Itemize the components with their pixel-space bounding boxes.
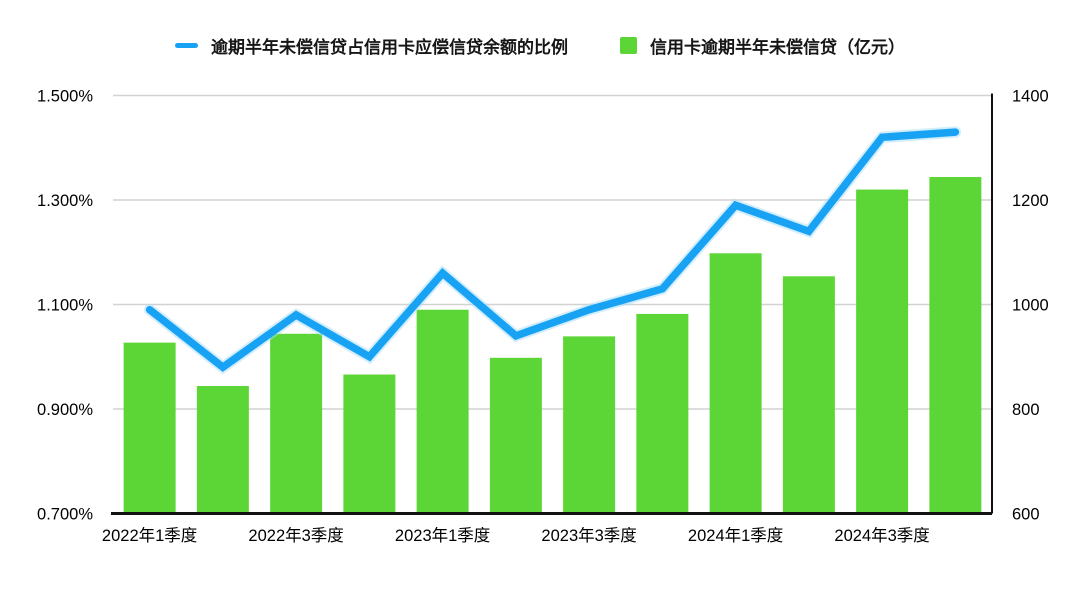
y-left-tick-label: 1.500% [37, 88, 93, 106]
bar [563, 336, 616, 514]
bar [270, 333, 323, 514]
y-right-tick-label: 1200 [1012, 192, 1049, 210]
y-left-tick-label: 1.300% [37, 192, 93, 210]
x-tick-label: 2024年3季度 [834, 526, 929, 545]
chart-legend: 逾期半年未偿信贷占信用卡应偿信贷余额的比例 信用卡逾期半年未偿信贷（亿元） [0, 33, 1080, 58]
y-right-tick-label: 600 [1012, 506, 1040, 524]
y-right-tick-label: 1000 [1012, 297, 1049, 315]
x-tick-label: 2023年1季度 [395, 526, 490, 545]
bar [636, 313, 689, 514]
bar [416, 309, 469, 514]
line-series-marker-icon [175, 43, 198, 48]
bar [196, 386, 249, 514]
legend-item-ratio-line: 逾期半年未偿信贷占信用卡应偿信贷余额的比例 [175, 33, 568, 58]
bar [343, 374, 396, 514]
bar [929, 177, 982, 514]
y-right-tick-label: 800 [1012, 401, 1040, 419]
y-right-tick-label: 1400 [1012, 88, 1049, 106]
bar [782, 276, 835, 514]
bar [123, 342, 176, 514]
x-tick-label: 2023年3季度 [541, 526, 636, 545]
bar [489, 357, 542, 514]
legend-item-amount-bar: 信用卡逾期半年未偿信贷（亿元） [620, 33, 905, 58]
x-tick-label: 2022年3季度 [248, 526, 343, 545]
legend-label-amount: 信用卡逾期半年未偿信贷（亿元） [650, 38, 905, 57]
y-left-tick-label: 0.900% [37, 401, 93, 419]
x-tick-label: 2022年1季度 [102, 526, 197, 545]
y-left-tick-label: 0.700% [37, 506, 93, 524]
ratio-line [145, 128, 960, 372]
x-tick-label: 2024年1季度 [688, 526, 783, 545]
bar [709, 253, 762, 514]
bar-series-marker-icon [620, 37, 637, 54]
bar [856, 189, 909, 514]
legend-label-ratio: 逾期半年未偿信贷占信用卡应偿信贷余额的比例 [211, 38, 568, 57]
y-left-tick-label: 1.100% [37, 297, 93, 315]
